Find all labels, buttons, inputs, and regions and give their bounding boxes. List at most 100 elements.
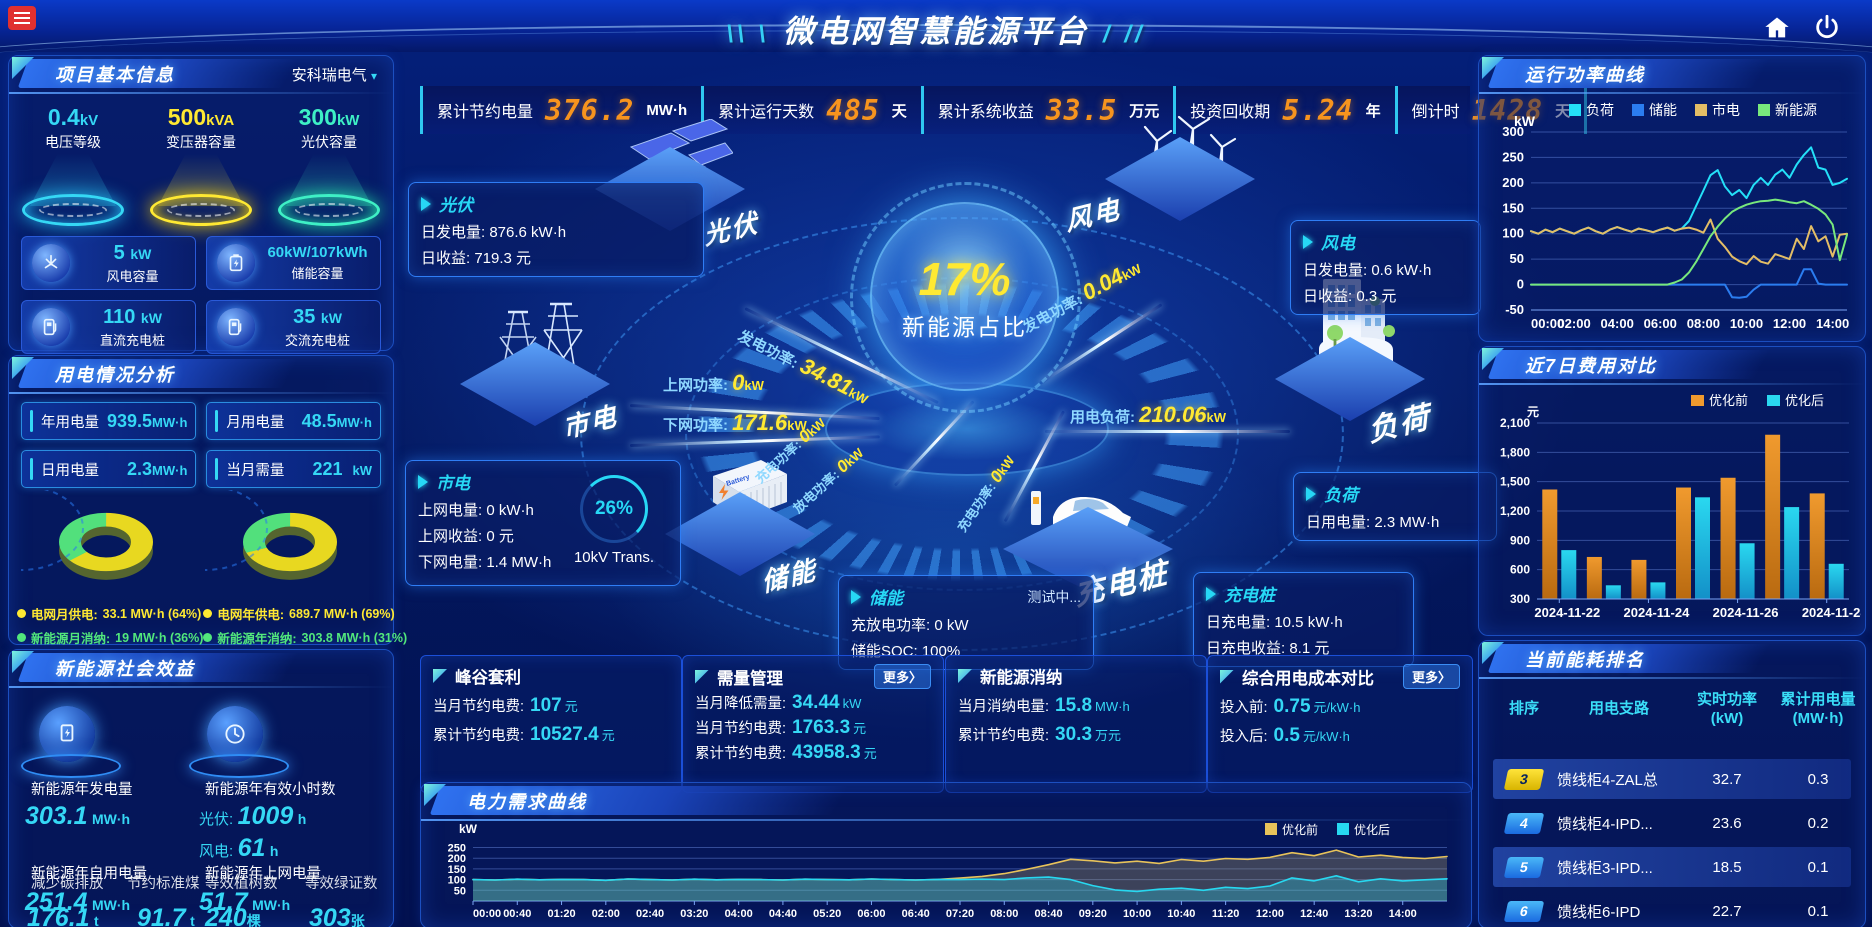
renewable-share-value: 17% [918,252,1011,305]
transformer-label: 10kV Trans. [573,549,655,566]
svg-text:150: 150 [448,864,466,876]
svg-text:250: 250 [448,843,466,855]
clock-icon [207,706,263,762]
svg-text:00:00: 00:00 [473,908,501,920]
table-row[interactable]: 6 馈线柜6-IPD 22.7 0.1 [1493,891,1851,927]
flow-line-load [1045,430,1290,433]
svg-text:100: 100 [448,875,466,887]
table-row[interactable]: 5 馈线柜3-IPD... 18.5 0.1 [1493,847,1851,887]
platform [665,492,815,586]
svg-text:200: 200 [1502,175,1524,190]
glow-pad [278,194,380,226]
svg-text:12:40: 12:40 [1300,908,1328,920]
svg-text:04:00: 04:00 [725,908,753,920]
donut-legends: 电网月供电: 33.1 MW·h (64%) 电网年供电: 689.7 MW·h (… [17,604,407,647]
panel-cost-bars: 近7日费用对比 300 600 900 1,200 1,500 1,800 2,100 元 20… [1478,346,1866,636]
flow-load-power: 用电负荷: 210.06kW [1070,402,1226,427]
gen-value: 303.1 MW·h [25,802,131,830]
gen-label: 新能源年发电量 [31,782,133,798]
panel-peak-valley: 峰谷套利 当月节约电费: 107 元 累计节约电费: 10527.4 元 [420,655,682,793]
svg-text:08:00: 08:00 [990,908,1018,920]
chevron-down-icon: ▾ [370,69,377,83]
svg-text:08:40: 08:40 [1034,908,1062,920]
card-ac-charger: 35 kW 交流充电桩 [206,300,381,354]
svg-text:02:40: 02:40 [636,908,664,920]
panel-power-header: 运行功率曲线 [1479,56,1865,94]
battery-icon [217,244,255,282]
chevron-right-icon [851,589,861,604]
svg-text:2024-11-28: 2024-11-28 [1802,605,1861,620]
svg-text:1,500: 1,500 [1500,475,1530,489]
trees-value: 240棵 [205,904,261,927]
legend-renew-month: 新能源月消纳: 19 MW·h (36%) [17,628,203,647]
card-wind-capacity: 5 kW 风电容量 [21,236,196,290]
svg-text:10:00: 10:00 [1730,316,1763,331]
transformer-gauge: 26% 10kV Trans. [562,475,666,566]
capacity-cards: 5 kW 风电容量 60kW/107kWh 储能容量 110 kW 直流充电桩 35 … [21,236,381,354]
demand-more-button[interactable]: 更多〉 [873,664,931,689]
kpi-stats-bar: 累计节约电量 376.2 MW·h 累计运行天数 485 天 累计系统收益 33.5 万元 … [420,86,1588,134]
home-icon[interactable] [1762,14,1792,42]
coal-label: 节约标准煤 [127,876,200,892]
table-row[interactable]: 3 馈线柜4-ZAL总 32.7 0.3 [1493,759,1851,799]
svg-text:02:00: 02:00 [1557,316,1590,331]
panel-corner-icon [1220,669,1234,684]
svg-text:06:00: 06:00 [1644,316,1677,331]
page-title: \\ \ 微电网智慧能源平台 / // [726,14,1146,49]
ranking-table-header: 排序 用电支路 实时功率 (kW) 累计用电量 (MW·h) [1508,691,1856,727]
svg-text:250: 250 [1502,149,1524,164]
svg-text:优化后: 优化后 [1785,393,1824,408]
panel-corner-icon [958,669,972,683]
panel-power-curve: 运行功率曲线 -50 0 50 100 150 200 250 300 kW 00:00 02:00… [1478,55,1866,342]
node-wind: 风电 [1064,115,1255,237]
platform [460,342,610,436]
panel-renewable-benefits: 新能源社会效益 新能源年发电量 303.1 MW·h 新能源年有效小时数 光伏:… [8,649,394,927]
panel-power-title: 运行功率曲线 [1525,65,1645,85]
co2-value: 176.1 t [27,904,99,927]
year-energy-donut-chart [205,490,337,580]
storage-status: 测试中... [1027,588,1081,605]
svg-text:元: 元 [1527,405,1539,419]
node-storage: Battery 储能 [665,460,818,598]
chevron-right-icon [1303,234,1313,249]
svg-text:优化前: 优化前 [1709,393,1748,408]
pv-info-box: 光伏 日发电量: 876.6 kW·h 日收益: 719.3 元 [408,182,704,277]
glow-pad [189,754,289,778]
svg-text:市电: 市电 [1712,102,1740,118]
company-select[interactable]: 安科瑞电气 ▾ [291,67,377,84]
svg-text:06:00: 06:00 [857,908,885,920]
card-dc-charger: 110 kW 直流充电桩 [21,300,196,354]
panel-corner-icon [433,669,447,683]
svg-text:10:40: 10:40 [1167,908,1195,920]
flow-to-grid: 上网功率: 0kW [663,370,764,395]
node-grid: 市电 [460,302,619,444]
panel-renewable-consume: 新能源消纳 当月消纳电量: 15.8 MW·h 累计节约电费: 30.3 万元 [945,655,1207,793]
svg-text:300: 300 [1502,124,1524,139]
node-wind-label: 风电 [1063,193,1123,237]
platform [1105,137,1255,231]
power-icon[interactable] [1812,14,1842,42]
menu-icon[interactable] [8,6,36,30]
chevron-right-icon [1206,586,1216,601]
rank-badge: 4 [1503,812,1545,834]
transformer-load-pct: 26% [580,475,648,543]
svg-text:08:00: 08:00 [1687,316,1720,331]
svg-text:10:00: 10:00 [1123,908,1151,920]
svg-text:新能源: 新能源 [1775,102,1817,118]
legend-grid-year: 电网年供电: 689.7 MW·h (69%) [203,604,407,623]
svg-text:03:20: 03:20 [680,908,708,920]
glow-pad [21,754,121,778]
legend-grid-month: 电网月供电: 33.1 MW·h (64%) [17,604,203,623]
panel-project-header: 项目基本信息 安科瑞电气 ▾ [9,56,393,94]
chip-month-demand: 当月需量 221 kW [206,450,381,488]
cone-voltage: 0.4kV 电压等级 [9,104,137,226]
glow-pad [22,194,124,226]
svg-text:12:00: 12:00 [1256,908,1284,920]
cost-more-button[interactable]: 更多〉 [1402,664,1460,689]
table-row[interactable]: 4 馈线柜4-IPD... 23.6 0.2 [1493,803,1851,843]
svg-text:600: 600 [1510,563,1530,577]
svg-text:04:40: 04:40 [769,908,797,920]
ac-charger-icon [217,308,255,346]
